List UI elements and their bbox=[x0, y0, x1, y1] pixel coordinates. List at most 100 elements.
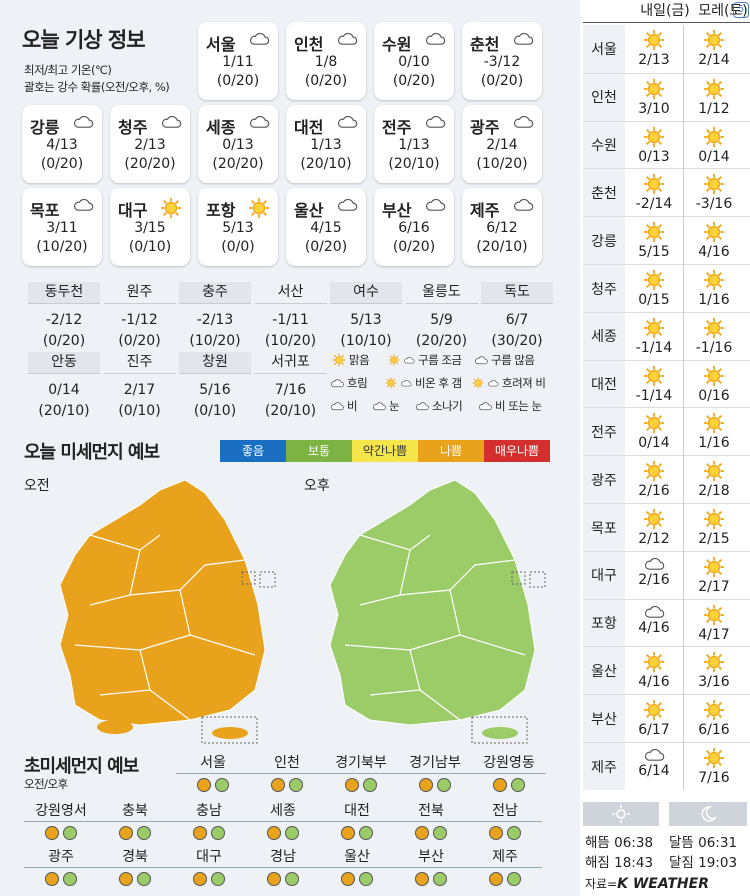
forecast-row: 수원 0/13 0/14 bbox=[583, 120, 750, 169]
city-precip: (0/0) bbox=[221, 239, 255, 255]
minor-city: 독도 6/7 (30/20) bbox=[481, 282, 553, 352]
forecast-row: 인천 3/10 1/12 bbox=[583, 72, 750, 121]
minor-city: 원주 -1/12 (0/20) bbox=[103, 282, 176, 352]
minor-city: 창원 5/16 (0/10) bbox=[179, 352, 251, 422]
forecast-d1-temp: 4/16 bbox=[638, 619, 670, 636]
forecast-d2: -3/16 bbox=[685, 173, 743, 213]
ultra-pm-dot bbox=[63, 826, 77, 840]
city-precip: (10/20) bbox=[476, 156, 528, 172]
city-weather-icon bbox=[160, 114, 182, 133]
map-am bbox=[59, 479, 276, 744]
ultra-city-name: 울산 bbox=[320, 846, 394, 868]
city-name: 전주 bbox=[382, 118, 412, 137]
ultra-am-dot bbox=[119, 826, 133, 840]
forecast-d2: -1/16 bbox=[685, 317, 743, 357]
sunset: 해짐 18:43 bbox=[585, 855, 654, 871]
ultra-city: 대전 bbox=[320, 800, 394, 840]
city-temp: 3/11 bbox=[46, 220, 78, 236]
forecast-d2-temp: 0/14 bbox=[698, 148, 730, 165]
city-name: 서울 bbox=[206, 35, 236, 54]
forecast-d1: 3/10 bbox=[625, 78, 683, 118]
city-weather-icon bbox=[248, 31, 270, 50]
ultra-city: 전북 bbox=[394, 800, 468, 840]
forecast-row: 청주 0/15 1/16 bbox=[583, 264, 750, 312]
forecast-d2: 2/15 bbox=[685, 508, 743, 548]
city-temp: 2/14 bbox=[486, 137, 518, 153]
city-card: 강릉 4/13 (0/20) bbox=[22, 105, 102, 183]
legend-label: 비 또는 눈 bbox=[495, 399, 542, 413]
forecast-d1-temp: -1/14 bbox=[635, 387, 673, 404]
forecast-row: 울산 4/16 3/16 bbox=[583, 646, 750, 695]
forecast-city: 청주 bbox=[583, 265, 625, 312]
legend-label: 비온 후 갬 bbox=[415, 376, 462, 390]
minor-city-temp: 5/9 bbox=[430, 312, 453, 328]
city-temp: 4/13 bbox=[46, 137, 78, 153]
source-brand: K WEATHER bbox=[617, 876, 709, 892]
cloud-icon bbox=[479, 402, 492, 411]
pm-level: 좋음 bbox=[220, 440, 286, 462]
minor-city-precip: (30/20) bbox=[491, 333, 543, 349]
city-precip: (20/10) bbox=[300, 156, 352, 172]
sun-icon bbox=[703, 317, 725, 338]
minor-city-temp: -2/13 bbox=[196, 312, 234, 328]
ultra-city: 경기북부 bbox=[324, 752, 398, 792]
ultra-am-dot bbox=[415, 826, 429, 840]
minor-city-temp: -1/12 bbox=[121, 312, 158, 328]
pm-level: 약간나쁨 bbox=[352, 440, 418, 462]
forecast-row: 춘천 -2/14 -3/16 bbox=[583, 168, 750, 217]
forecast-d2: 4/17 bbox=[685, 604, 743, 644]
city-precip: (0/20) bbox=[392, 73, 436, 89]
ultra-am-dot bbox=[341, 872, 355, 886]
ultra-am-dot bbox=[415, 872, 429, 886]
page-title: 오늘 기상 정보 bbox=[22, 28, 146, 52]
city-temp: 0/10 bbox=[398, 54, 430, 70]
forecast-d1: 2/13 bbox=[625, 29, 683, 69]
ultra-city: 충북 bbox=[98, 800, 172, 840]
ultra-pm-dot bbox=[359, 872, 373, 886]
ultra-city: 울산 bbox=[320, 846, 394, 886]
sun-outline-icon bbox=[612, 805, 630, 823]
city-name: 부산 bbox=[382, 201, 412, 220]
sun-icon bbox=[703, 461, 725, 482]
minor-city-precip: (10/20) bbox=[264, 333, 317, 349]
minor-city-precip: (0/10) bbox=[118, 403, 161, 419]
forecast-city: 대전 bbox=[583, 360, 625, 408]
forecast-city: 대구 bbox=[583, 551, 625, 599]
map-am-label: 오전 bbox=[24, 478, 50, 494]
minor-city: 진주 2/17 (0/10) bbox=[103, 352, 176, 422]
city-name: 대전 bbox=[294, 118, 324, 137]
pm-level-legend: 좋음 보통 약간나쁨 나쁨 매우나쁨 bbox=[220, 440, 550, 462]
forecast-row: 전주 0/14 1/16 bbox=[583, 407, 750, 456]
sun-icon bbox=[703, 269, 725, 291]
legend-label: 흐림 bbox=[347, 376, 368, 390]
forecast-city: 강릉 bbox=[583, 217, 625, 265]
city-weather-icon bbox=[424, 197, 446, 216]
sun-icon bbox=[643, 317, 665, 338]
forecast-d1-temp: 0/13 bbox=[638, 148, 670, 165]
forecast-d2-temp: 3/16 bbox=[698, 674, 730, 691]
minor-city-name: 안동 bbox=[28, 352, 100, 374]
cloud-icon bbox=[645, 748, 665, 761]
city-temp: 1/13 bbox=[398, 137, 430, 153]
ultra-city: 제주 bbox=[468, 846, 542, 886]
sun-icon bbox=[643, 461, 665, 482]
city-name: 세종 bbox=[206, 118, 236, 137]
city-card: 포항 5/13 (0/0) bbox=[198, 188, 278, 266]
cloud-icon bbox=[514, 198, 534, 211]
ultra-am-dot bbox=[45, 826, 59, 840]
ultra-city-name: 제주 bbox=[468, 846, 542, 868]
forecast-city: 울산 bbox=[583, 647, 625, 695]
city-name: 대구 bbox=[118, 201, 148, 220]
cloud-icon bbox=[426, 115, 446, 128]
forecast-d2: 2/17 bbox=[685, 556, 743, 596]
forecast-d2: 3/16 bbox=[685, 651, 743, 691]
ultra-pm-dot bbox=[433, 872, 447, 886]
sun-icon bbox=[643, 174, 665, 195]
ultra-am-dot bbox=[419, 778, 433, 792]
cloud-icon bbox=[401, 380, 412, 387]
ultra-city-name: 광주 bbox=[24, 846, 98, 868]
minor-city-name: 창원 bbox=[179, 352, 251, 374]
forecast-row: 제주 6/14 7/16 bbox=[583, 742, 750, 790]
minor-city-name: 울릉도 bbox=[405, 282, 478, 304]
minor-city-temp: 2/17 bbox=[123, 382, 156, 398]
